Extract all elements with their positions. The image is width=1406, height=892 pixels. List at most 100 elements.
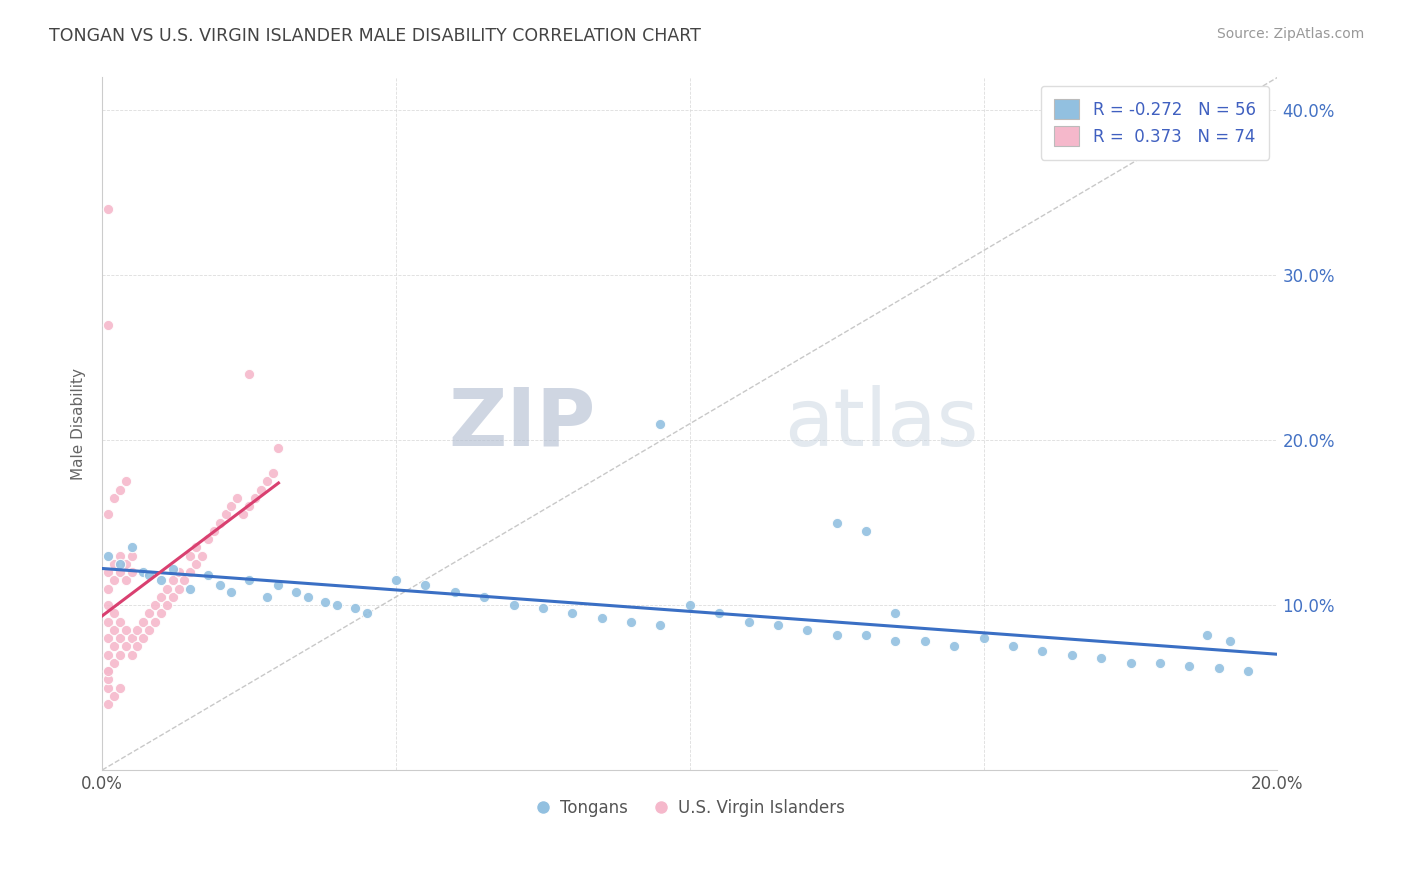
Point [326, 598, 349, 612]
Point [679, 598, 702, 612]
Point [186, 557, 208, 571]
Point [121, 631, 143, 645]
Point [162, 590, 184, 604]
Point [238, 499, 260, 513]
Point [1178, 659, 1201, 673]
Point [238, 574, 260, 588]
Point [238, 368, 260, 382]
Point [285, 585, 308, 599]
Point [884, 607, 907, 621]
Point [97, 631, 120, 645]
Y-axis label: Male Disability: Male Disability [72, 368, 86, 480]
Point [1208, 661, 1230, 675]
Point [709, 607, 731, 621]
Point [103, 574, 125, 588]
Point [97, 598, 120, 612]
Point [796, 623, 818, 637]
Point [1119, 656, 1142, 670]
Point [114, 574, 136, 588]
Point [103, 656, 125, 670]
Point [132, 615, 155, 629]
Point [108, 615, 131, 629]
Text: TONGAN VS U.S. VIRGIN ISLANDER MALE DISABILITY CORRELATION CHART: TONGAN VS U.S. VIRGIN ISLANDER MALE DISA… [49, 27, 702, 45]
Point [108, 681, 131, 695]
Point [114, 557, 136, 571]
Text: atlas: atlas [783, 384, 979, 463]
Point [262, 466, 284, 480]
Legend: Tongans, U.S. Virgin Islanders: Tongans, U.S. Virgin Islanders [529, 793, 852, 824]
Point [855, 524, 877, 538]
Point [149, 607, 172, 621]
Point [97, 681, 120, 695]
Point [167, 582, 190, 596]
Point [108, 631, 131, 645]
Point [531, 601, 554, 615]
Point [97, 549, 120, 563]
Point [121, 549, 143, 563]
Point [297, 590, 319, 604]
Point [232, 508, 254, 522]
Point [502, 598, 524, 612]
Point [97, 615, 120, 629]
Point [173, 574, 195, 588]
Point [208, 578, 231, 592]
Point [97, 508, 120, 522]
Point [737, 615, 759, 629]
Point [385, 574, 408, 588]
Point [343, 601, 366, 615]
Point [143, 615, 166, 629]
Point [191, 549, 214, 563]
Point [415, 578, 437, 592]
Point [186, 541, 208, 555]
Point [97, 673, 120, 687]
Point [221, 585, 243, 599]
Text: ZIP: ZIP [449, 384, 596, 463]
Point [208, 516, 231, 530]
Point [884, 634, 907, 648]
Point [127, 640, 149, 654]
Point [226, 491, 249, 505]
Point [1149, 656, 1171, 670]
Point [1060, 648, 1083, 662]
Point [108, 549, 131, 563]
Point [356, 607, 378, 621]
Point [97, 648, 120, 662]
Text: Source: ZipAtlas.com: Source: ZipAtlas.com [1216, 27, 1364, 41]
Point [591, 611, 613, 625]
Point [221, 499, 243, 513]
Point [973, 631, 995, 645]
Point [156, 582, 179, 596]
Point [138, 568, 160, 582]
Point [121, 648, 143, 662]
Point [103, 607, 125, 621]
Point [443, 585, 465, 599]
Point [267, 442, 290, 456]
Point [1001, 640, 1024, 654]
Point [214, 508, 236, 522]
Point [914, 634, 936, 648]
Point [1237, 664, 1260, 678]
Point [250, 483, 273, 497]
Point [108, 565, 131, 579]
Point [167, 565, 190, 579]
Point [855, 628, 877, 642]
Point [561, 607, 583, 621]
Point [943, 640, 966, 654]
Point [825, 516, 848, 530]
Point [108, 557, 131, 571]
Point [97, 582, 120, 596]
Point [1031, 644, 1053, 658]
Point [256, 590, 278, 604]
Point [114, 623, 136, 637]
Point [1195, 628, 1218, 642]
Point [138, 623, 160, 637]
Point [766, 618, 789, 632]
Point [650, 618, 672, 632]
Point [143, 598, 166, 612]
Point [132, 565, 155, 579]
Point [121, 541, 143, 555]
Point [108, 648, 131, 662]
Point [472, 590, 495, 604]
Point [620, 615, 643, 629]
Point [197, 568, 219, 582]
